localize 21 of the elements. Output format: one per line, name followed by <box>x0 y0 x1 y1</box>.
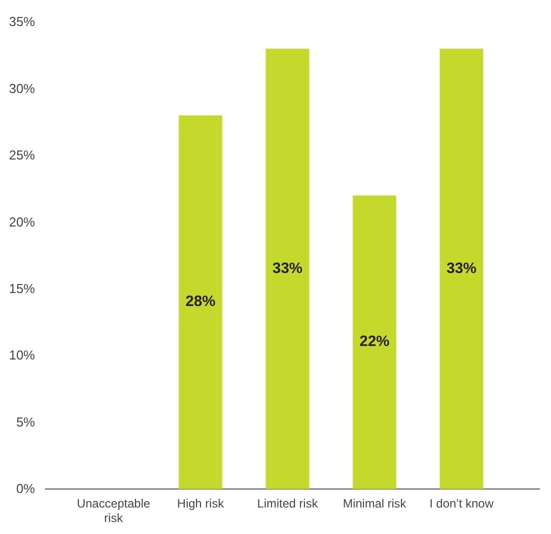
data-label: 33% <box>272 260 303 277</box>
y-tick-label: 35% <box>8 14 36 30</box>
bar <box>440 48 484 489</box>
y-tick-label: 5% <box>16 414 36 430</box>
y-tick-label: 0% <box>16 481 36 496</box>
bar <box>266 48 310 489</box>
x-tick-label: High risk <box>177 496 225 511</box>
bar <box>178 115 222 489</box>
y-tick-label: 25% <box>8 148 36 163</box>
x-tick-label: I don’t know <box>429 496 494 511</box>
y-tick-label: 15% <box>8 281 36 296</box>
x-tick-label: Limited risk <box>257 496 319 511</box>
data-label: 28% <box>185 293 216 310</box>
y-tick-label: 30% <box>8 80 36 96</box>
data-label: 22% <box>359 333 390 350</box>
data-label: 33% <box>446 260 477 277</box>
x-tick-label: Unacceptable risk <box>76 496 151 525</box>
y-tick-label: 20% <box>8 214 36 230</box>
y-tick-label: 10% <box>8 348 36 363</box>
x-tick-label: Minimal risk <box>342 496 408 511</box>
bar <box>352 195 396 489</box>
